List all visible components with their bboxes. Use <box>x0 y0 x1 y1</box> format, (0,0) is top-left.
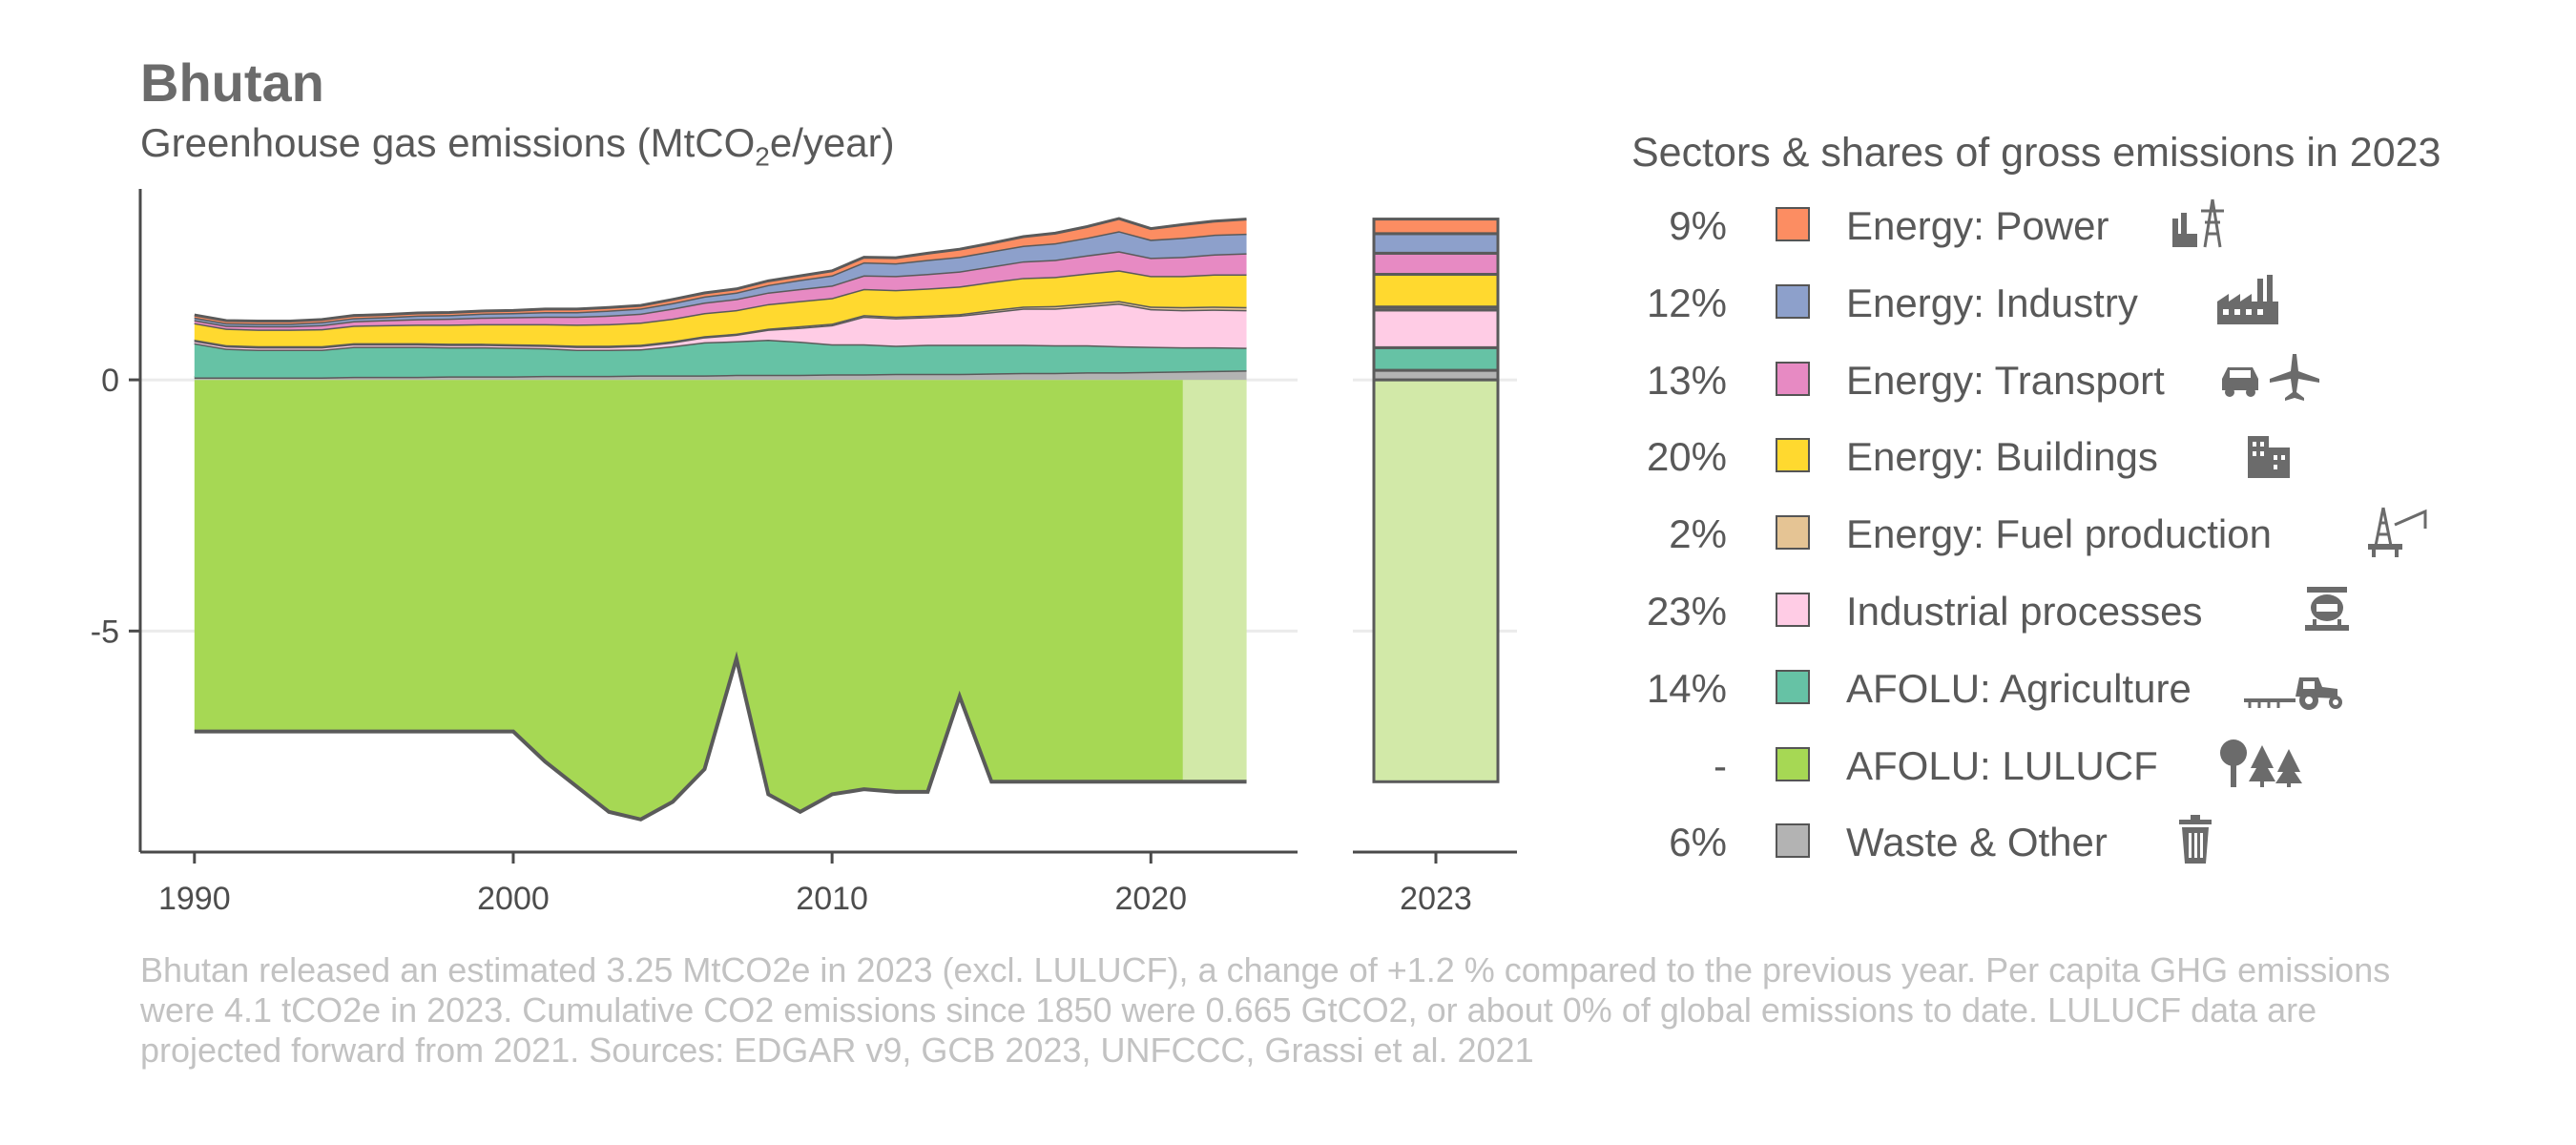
legend-label: AFOLU: Agriculture <box>1846 665 2192 711</box>
factory-icon <box>2215 273 2282 326</box>
legend-swatch <box>1776 823 1810 859</box>
legend-swatch <box>1776 438 1810 473</box>
area-energy-transport <box>194 251 1247 330</box>
legend-label: Waste & Other <box>1846 820 2108 865</box>
legend-title: Sectors & shares of gross emissions in 2… <box>1631 130 2441 176</box>
footer-note: Bhutan released an estimated 3.25 MtCO2e… <box>140 950 2391 1070</box>
legend-share: 9% <box>1669 203 1727 248</box>
legend-label: Energy: Transport <box>1846 357 2165 403</box>
buildings-icon <box>2242 427 2299 480</box>
legend-label: Industrial processes <box>1846 589 2203 634</box>
lulucf-outline <box>194 651 1247 822</box>
legend-label: AFOLU: LULUCF <box>1846 742 2158 788</box>
legend-share: 14% <box>1646 665 1727 711</box>
chart-subtitle: Greenhouse gas emissions (MtCO2e/year) <box>140 120 895 172</box>
oil-rig-icon <box>2366 504 2433 558</box>
legend-share: 6% <box>1669 820 1727 865</box>
area-afolu-lulucf <box>194 380 1247 820</box>
legend-share: - <box>1714 742 1727 788</box>
bar-segment-waste-other <box>1372 368 1500 382</box>
area-afolu-agriculture <box>194 339 1247 378</box>
emissions-chart: 2023 1990 2000 2010 2020 0 -5 <box>91 189 1517 916</box>
legend-item: 13% Energy: Transport <box>1622 350 2538 411</box>
lulucf-projected-area <box>1182 380 1247 782</box>
bar-segment-afolu-lulucf <box>1372 378 1500 783</box>
legend-swatch <box>1776 283 1810 319</box>
series-boundary <box>194 217 1247 323</box>
tractor-icon <box>2242 658 2347 712</box>
legend-swatch <box>1776 515 1810 551</box>
legend-swatch <box>1776 361 1810 396</box>
bar-segment-energy-transport <box>1372 251 1500 277</box>
power-plant-icon <box>2171 196 2237 249</box>
bar-segment-afolu-agriculture <box>1372 345 1500 372</box>
y-tick-label: -5 <box>91 614 119 650</box>
area-energy-fuel-production <box>194 301 1247 347</box>
x-tick-label: 2020 <box>1114 881 1187 916</box>
legend-item: 23% Industrial processes <box>1622 581 2538 642</box>
bar-plot: 2023 <box>1353 218 1517 916</box>
legend-share: 20% <box>1646 434 1727 480</box>
legend-share: 12% <box>1646 280 1727 325</box>
trees-icon <box>2218 736 2304 789</box>
legend-swatch <box>1776 593 1810 627</box>
bar-segment-energy-industry <box>1372 232 1500 255</box>
legend-item: 6% Waste & Other <box>1622 812 2538 873</box>
area-energy-industry <box>194 231 1247 326</box>
legend-swatch <box>1776 207 1810 241</box>
bar-segment-industrial-processes <box>1372 308 1500 349</box>
x-tick-label: 2010 <box>796 881 868 916</box>
area-energy-buildings <box>194 270 1247 346</box>
legend-item: 12% Energy: Industry <box>1622 273 2538 334</box>
bar-x-tick-label: 2023 <box>1400 881 1472 916</box>
bar-segment-energy-power <box>1372 218 1500 236</box>
legend-share: 2% <box>1669 511 1727 557</box>
legend-label: Energy: Buildings <box>1846 434 2158 480</box>
x-tick-label: 1990 <box>158 881 231 916</box>
area-plot <box>140 217 1298 822</box>
legend-label: Energy: Power <box>1846 203 2109 248</box>
legend-item: 14% AFOLU: Agriculture <box>1622 658 2538 719</box>
cement-mixer-icon <box>2299 581 2357 635</box>
legend-item: 2% Energy: Fuel production <box>1622 504 2538 565</box>
car-plane-icon <box>2218 350 2323 404</box>
legend-item: 20% Energy: Buildings <box>1622 427 2538 488</box>
legend-swatch <box>1776 746 1810 781</box>
trash-can-icon <box>2173 812 2221 865</box>
legend-share: 23% <box>1646 589 1727 634</box>
legend-item: - AFOLU: LULUCF <box>1622 736 2538 797</box>
chart-title: Bhutan <box>140 52 324 113</box>
legend-share: 13% <box>1646 357 1727 403</box>
area-industrial-processes <box>194 303 1247 350</box>
legend-label: Energy: Industry <box>1846 280 2138 325</box>
bar-segment-energy-buildings <box>1372 273 1500 309</box>
legend-item: 9% Energy: Power <box>1622 196 2538 257</box>
x-tick-label: 2000 <box>477 881 550 916</box>
legend-swatch <box>1776 669 1810 704</box>
axes: 1990 2000 2010 2020 0 -5 <box>91 189 1298 916</box>
legend-label: Energy: Fuel production <box>1846 511 2272 557</box>
y-tick-label: 0 <box>101 363 119 399</box>
